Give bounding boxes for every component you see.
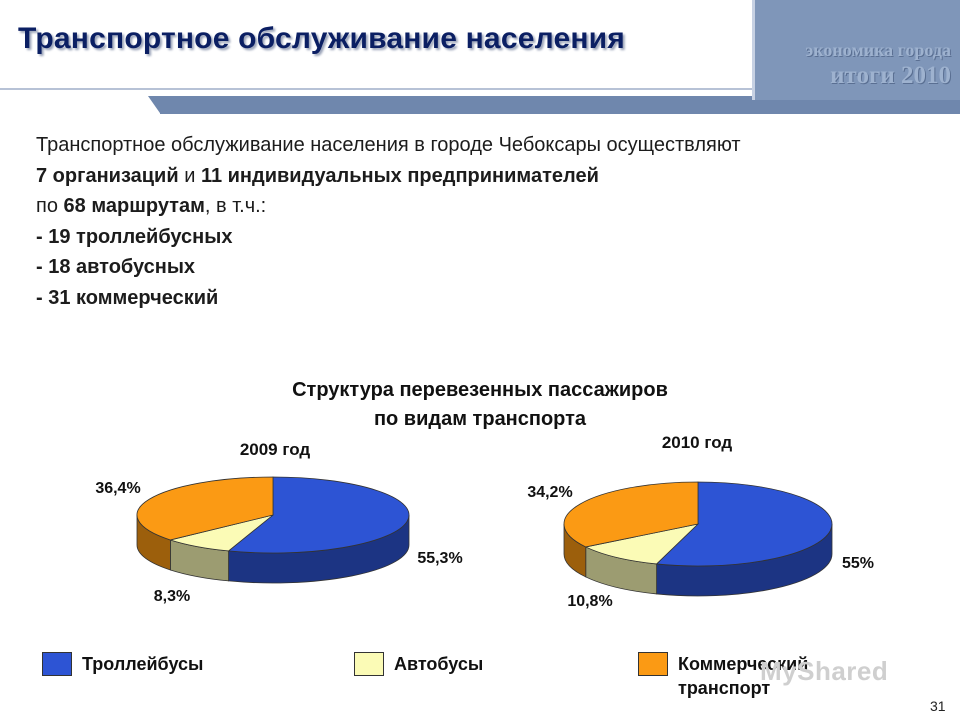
pie-slice-commercial-2 (563, 481, 699, 548)
pie-year-title-1: 2009 год (240, 440, 311, 459)
page-number: 31 (930, 698, 946, 714)
legend-swatch-trolleybus (42, 652, 72, 676)
intro-line-1: Транспортное обслуживание населения в го… (36, 134, 741, 156)
chart-title-line-1: Структура перевезенных пассажиров (292, 379, 668, 401)
title-divider-bar (160, 96, 960, 114)
pie-label-trolleybus-2: 55% (842, 555, 874, 572)
intro-text: Транспортное обслуживание населения в го… (36, 130, 946, 313)
badge-line-1: экономика города (805, 40, 952, 60)
intro-line-3-suffix: , в т.ч.: (204, 195, 267, 217)
pie-slice-trolleybus-2 (655, 481, 833, 567)
legend-label-commercial: Коммерческий транспорт (678, 654, 809, 698)
pie-chart-1: 2009 год 55,3% 8,3% 36,4% (95, 440, 462, 605)
intro-line-3-prefix: по (36, 195, 64, 217)
watermark: MyShared (760, 656, 889, 686)
legend-item-commercial: Коммерческий транспорт (638, 652, 848, 700)
intro-line-2-joiner: и (178, 164, 201, 187)
pie-slice-bus-2 (584, 523, 700, 565)
intro-line-2: 7 организаций и 11 индивидуальных предпр… (36, 161, 946, 192)
trolleybus-routes: - 19 троллейбусных (36, 225, 233, 248)
title-divider-thin (0, 88, 760, 90)
routes-count: 68 маршрутам (63, 195, 205, 217)
commercial-routes: - 31 коммерческий (36, 286, 219, 309)
page-title: Транспортное обслуживание населения (18, 22, 625, 55)
legend-label-trolleybus: Троллейбусы (82, 654, 204, 674)
legend-swatch-bus (354, 652, 384, 676)
chart-title-line-2: по видам транспорта (373, 408, 587, 430)
pie-label-bus-1: 8,3% (154, 588, 190, 605)
legend-item-trolleybus: Троллейбусы (42, 652, 203, 676)
pie-year-title-2: 2010 год (662, 433, 733, 452)
intro-line-3: по 68 маршрутам, в т.ч.: (36, 191, 946, 222)
pie-chart-2: 2010 год 55% 10,8% 34,2% (527, 433, 874, 610)
pie-slice-commercial-1 (136, 476, 274, 541)
organizations-count: 7 организаций (36, 164, 179, 187)
legend-label-bus: Автобусы (394, 654, 484, 674)
bus-routes: - 18 автобусных (36, 256, 196, 278)
entrepreneurs-count: 11 индивидуальных предпринимателей (200, 164, 599, 187)
pie-slice-trolleybus-1 (227, 476, 410, 554)
pie-label-commercial-1: 36,4% (95, 480, 140, 497)
chart-title: Структура перевезенных пассажиров по вид… (180, 376, 780, 434)
legend-item-bus: Автобусы (354, 652, 483, 676)
badge-line-2: итоги 2010 (830, 62, 951, 89)
report-badge: экономика города итоги 2010 (752, 0, 960, 100)
legend-swatch-commercial (638, 652, 668, 676)
pie-label-bus-2: 10,8% (567, 593, 612, 610)
pie-label-trolleybus-1: 55,3% (417, 550, 462, 567)
pie-label-commercial-2: 34,2% (527, 484, 572, 501)
